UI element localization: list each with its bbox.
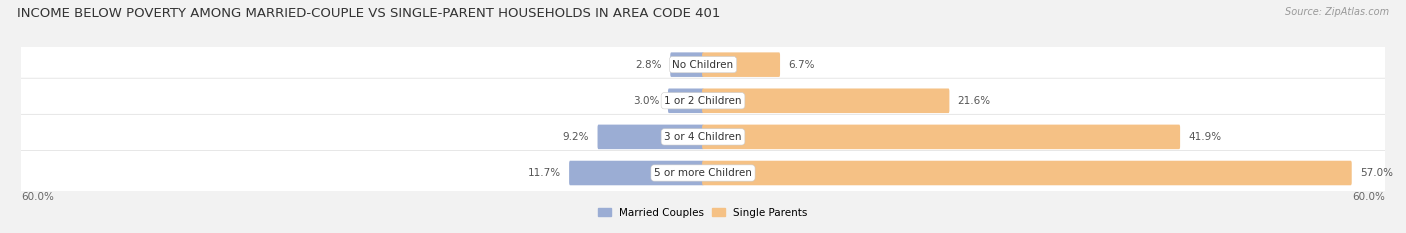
- FancyBboxPatch shape: [702, 125, 1180, 149]
- Text: 11.7%: 11.7%: [527, 168, 561, 178]
- Text: 3.0%: 3.0%: [634, 96, 659, 106]
- FancyBboxPatch shape: [18, 42, 1388, 87]
- Legend: Married Couples, Single Parents: Married Couples, Single Parents: [599, 208, 807, 218]
- Text: 2.8%: 2.8%: [636, 60, 662, 70]
- Text: 3 or 4 Children: 3 or 4 Children: [664, 132, 742, 142]
- FancyBboxPatch shape: [18, 114, 1388, 159]
- Text: 5 or more Children: 5 or more Children: [654, 168, 752, 178]
- Text: 9.2%: 9.2%: [562, 132, 589, 142]
- FancyBboxPatch shape: [702, 52, 780, 77]
- Text: INCOME BELOW POVERTY AMONG MARRIED-COUPLE VS SINGLE-PARENT HOUSEHOLDS IN AREA CO: INCOME BELOW POVERTY AMONG MARRIED-COUPL…: [17, 7, 720, 20]
- Text: 21.6%: 21.6%: [957, 96, 991, 106]
- FancyBboxPatch shape: [598, 125, 704, 149]
- Text: 60.0%: 60.0%: [21, 192, 53, 202]
- Text: 41.9%: 41.9%: [1188, 132, 1222, 142]
- Text: 57.0%: 57.0%: [1360, 168, 1393, 178]
- Text: 6.7%: 6.7%: [789, 60, 814, 70]
- Text: 60.0%: 60.0%: [1353, 192, 1385, 202]
- FancyBboxPatch shape: [671, 52, 704, 77]
- Text: Source: ZipAtlas.com: Source: ZipAtlas.com: [1285, 7, 1389, 17]
- FancyBboxPatch shape: [668, 89, 704, 113]
- FancyBboxPatch shape: [702, 89, 949, 113]
- Text: 1 or 2 Children: 1 or 2 Children: [664, 96, 742, 106]
- FancyBboxPatch shape: [18, 151, 1388, 195]
- FancyBboxPatch shape: [18, 78, 1388, 123]
- FancyBboxPatch shape: [702, 161, 1351, 185]
- Text: No Children: No Children: [672, 60, 734, 70]
- FancyBboxPatch shape: [569, 161, 704, 185]
